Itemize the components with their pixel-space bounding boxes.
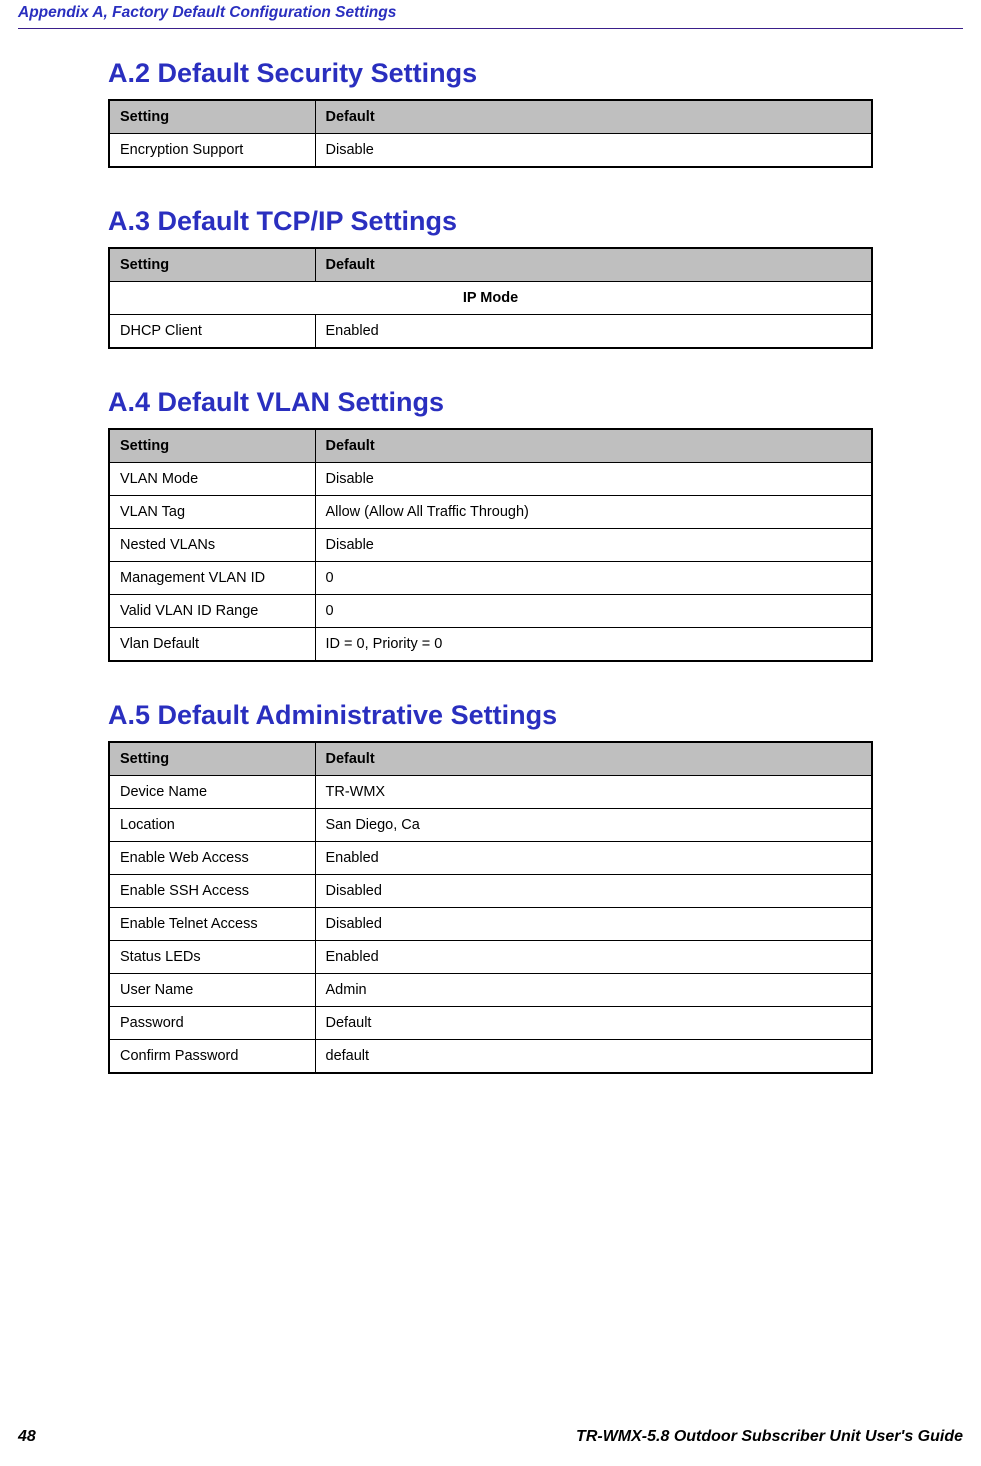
- cell-setting: Nested VLANs: [109, 529, 315, 562]
- cell-default: Disable: [315, 463, 872, 496]
- cell-setting: Status LEDs: [109, 941, 315, 974]
- cell-setting: DHCP Client: [109, 315, 315, 349]
- cell-default: Default: [315, 1007, 872, 1040]
- section-heading-admin: A.5 Default Administrative Settings: [108, 700, 873, 731]
- table-row: LocationSan Diego, Ca: [109, 809, 872, 842]
- table-row: Confirm Passworddefault: [109, 1040, 872, 1074]
- cell-default: 0: [315, 595, 872, 628]
- table-header-row: Setting Default: [109, 429, 872, 463]
- section-heading-security: A.2 Default Security Settings: [108, 58, 873, 89]
- admin-table: Setting Default Device NameTR-WMX Locati…: [108, 741, 873, 1074]
- table-row: User NameAdmin: [109, 974, 872, 1007]
- table-row: Vlan DefaultID = 0, Priority = 0: [109, 628, 872, 662]
- cell-default: Disabled: [315, 875, 872, 908]
- cell-setting: Vlan Default: [109, 628, 315, 662]
- table-row: DHCP Client Enabled: [109, 315, 872, 349]
- subheader-cell: IP Mode: [109, 282, 872, 315]
- col-default-header: Default: [315, 100, 872, 134]
- tcpip-table: Setting Default IP Mode DHCP Client Enab…: [108, 247, 873, 349]
- table-row: Enable Telnet AccessDisabled: [109, 908, 872, 941]
- col-default-header: Default: [315, 742, 872, 776]
- cell-setting: Location: [109, 809, 315, 842]
- table-row: Valid VLAN ID Range0: [109, 595, 872, 628]
- table-row: Device NameTR-WMX: [109, 776, 872, 809]
- footer-title: TR-WMX-5.8 Outdoor Subscriber Unit User'…: [576, 1428, 963, 1446]
- header-divider: [18, 28, 963, 29]
- cell-setting: Enable Telnet Access: [109, 908, 315, 941]
- cell-default: Enabled: [315, 315, 872, 349]
- table-row: VLAN TagAllow (Allow All Traffic Through…: [109, 496, 872, 529]
- cell-default: Disable: [315, 134, 872, 168]
- cell-setting: Confirm Password: [109, 1040, 315, 1074]
- col-default-header: Default: [315, 248, 872, 282]
- cell-default: Disabled: [315, 908, 872, 941]
- table-header-row: Setting Default: [109, 742, 872, 776]
- col-setting-header: Setting: [109, 100, 315, 134]
- section-heading-vlan: A.4 Default VLAN Settings: [108, 387, 873, 418]
- cell-setting: User Name: [109, 974, 315, 1007]
- table-row: Enable SSH AccessDisabled: [109, 875, 872, 908]
- table-row: VLAN ModeDisable: [109, 463, 872, 496]
- cell-setting: Password: [109, 1007, 315, 1040]
- table-subheader-row: IP Mode: [109, 282, 872, 315]
- table-row: PasswordDefault: [109, 1007, 872, 1040]
- col-default-header: Default: [315, 429, 872, 463]
- cell-default: Admin: [315, 974, 872, 1007]
- col-setting-header: Setting: [109, 429, 315, 463]
- cell-default: 0: [315, 562, 872, 595]
- cell-setting: VLAN Mode: [109, 463, 315, 496]
- page-content: A.2 Default Security Settings Setting De…: [108, 58, 873, 1074]
- cell-default: default: [315, 1040, 872, 1074]
- cell-setting: Enable SSH Access: [109, 875, 315, 908]
- cell-setting: Enable Web Access: [109, 842, 315, 875]
- security-table: Setting Default Encryption Support Disab…: [108, 99, 873, 168]
- cell-setting: VLAN Tag: [109, 496, 315, 529]
- table-header-row: Setting Default: [109, 248, 872, 282]
- cell-default: Allow (Allow All Traffic Through): [315, 496, 872, 529]
- cell-setting: Encryption Support: [109, 134, 315, 168]
- table-header-row: Setting Default: [109, 100, 872, 134]
- cell-setting: Valid VLAN ID Range: [109, 595, 315, 628]
- cell-default: TR-WMX: [315, 776, 872, 809]
- section-heading-tcpip: A.3 Default TCP/IP Settings: [108, 206, 873, 237]
- col-setting-header: Setting: [109, 742, 315, 776]
- table-row: Status LEDsEnabled: [109, 941, 872, 974]
- table-row: Enable Web AccessEnabled: [109, 842, 872, 875]
- table-row: Management VLAN ID0: [109, 562, 872, 595]
- cell-setting: Device Name: [109, 776, 315, 809]
- page-header: Appendix A, Factory Default Configuratio…: [18, 4, 396, 22]
- col-setting-header: Setting: [109, 248, 315, 282]
- cell-default: Enabled: [315, 941, 872, 974]
- vlan-table: Setting Default VLAN ModeDisable VLAN Ta…: [108, 428, 873, 662]
- cell-setting: Management VLAN ID: [109, 562, 315, 595]
- table-row: Nested VLANsDisable: [109, 529, 872, 562]
- cell-default: ID = 0, Priority = 0: [315, 628, 872, 662]
- cell-default: Enabled: [315, 842, 872, 875]
- page-number: 48: [18, 1428, 36, 1446]
- table-row: Encryption Support Disable: [109, 134, 872, 168]
- cell-default: Disable: [315, 529, 872, 562]
- cell-default: San Diego, Ca: [315, 809, 872, 842]
